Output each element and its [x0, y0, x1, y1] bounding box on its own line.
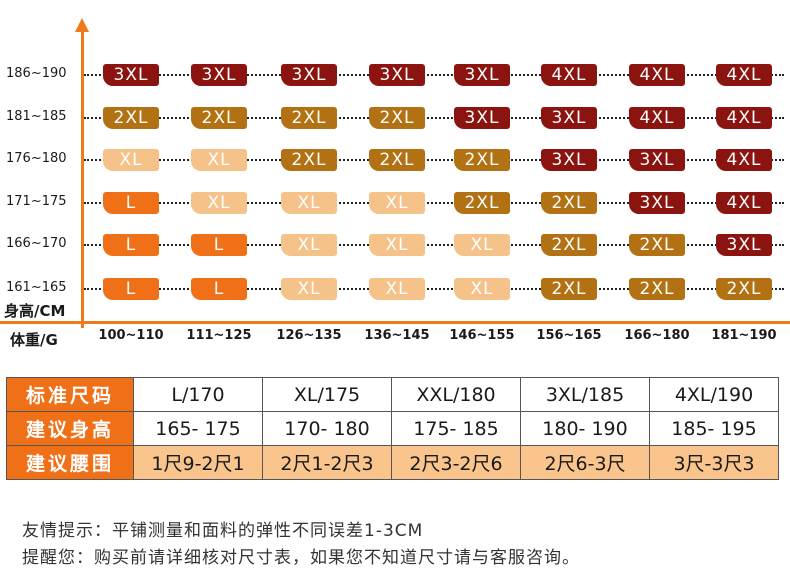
suggested-waist-row: 建议腰围 1尺9-2尺1 2尺1-2尺3 2尺3-2尺6 2尺6-3尺 3尺-3尺3 — [6, 445, 779, 480]
size-tag: XL — [369, 192, 425, 214]
table-cell: XL/175 — [262, 377, 392, 412]
size-tag: XL — [281, 192, 337, 214]
table-cell: 175- 185 — [391, 411, 521, 446]
note-reminder: 提醒您：购买前请详细核对尺寸表，如果您不知道尺寸请与客服咨询。 — [22, 548, 580, 568]
height-range-label: 171~175 — [6, 194, 67, 209]
size-tag: XL — [281, 234, 337, 256]
size-tag: 3XL — [629, 192, 685, 214]
size-tag: 2XL — [281, 107, 337, 129]
table-cell: 3尺-3尺3 — [649, 445, 779, 480]
size-tag: XL — [369, 234, 425, 256]
grid-row-guide — [84, 74, 784, 76]
standard-size-row: 标准尺码 L/170 XL/175 XXL/180 3XL/185 4XL/190 — [6, 377, 779, 412]
size-tag: XL — [369, 278, 425, 300]
grid-row-guide — [84, 117, 784, 119]
table-cell: L/170 — [133, 377, 263, 412]
size-tag: 4XL — [716, 192, 772, 214]
size-tag: 3XL — [281, 64, 337, 86]
table-cell: 2尺6-3尺 — [520, 445, 650, 480]
table-cell: 170- 180 — [262, 411, 392, 446]
size-tag: XL — [191, 149, 247, 171]
size-tag: XL — [454, 234, 510, 256]
size-tag: 2XL — [281, 149, 337, 171]
row-header: 标准尺码 — [6, 377, 134, 412]
size-tag: 4XL — [716, 64, 772, 86]
size-tag: XL — [103, 149, 159, 171]
size-tag: 3XL — [716, 234, 772, 256]
size-tag: 3XL — [454, 64, 510, 86]
size-tag: 2XL — [541, 234, 597, 256]
table-cell: 4XL/190 — [649, 377, 779, 412]
suggested-height-row: 建议身高 165- 175 170- 180 175- 185 180- 190 185-… — [6, 411, 779, 446]
row-header: 建议腰围 — [6, 445, 134, 480]
weight-range-label: 156~165 — [536, 328, 602, 343]
size-tag: L — [103, 234, 159, 256]
size-tag: 2XL — [629, 234, 685, 256]
size-tag: L — [191, 234, 247, 256]
size-tag: 3XL — [191, 64, 247, 86]
height-range-label: 161~165 — [6, 280, 67, 295]
size-tag: 2XL — [541, 278, 597, 300]
size-table: 标准尺码 L/170 XL/175 XXL/180 3XL/185 4XL/190 建议身高… — [6, 377, 779, 480]
size-tag: L — [103, 192, 159, 214]
size-tag: 2XL — [629, 278, 685, 300]
size-tag: XL — [454, 278, 510, 300]
height-range-label: 176~180 — [6, 151, 67, 166]
table-cell: XXL/180 — [391, 377, 521, 412]
y-axis-title: 身高/CM — [4, 302, 66, 320]
weight-range-label: 146~155 — [449, 328, 515, 343]
size-tag: 3XL — [454, 107, 510, 129]
size-tag: 2XL — [369, 107, 425, 129]
grid-row-guide — [84, 159, 784, 161]
height-range-label: 186~190 — [6, 66, 67, 81]
table-cell: 2尺1-2尺3 — [262, 445, 392, 480]
grid-row-guide — [84, 202, 784, 204]
size-tag: 4XL — [629, 107, 685, 129]
size-tag: 3XL — [541, 107, 597, 129]
weight-range-label: 126~135 — [276, 328, 342, 343]
size-tag: 2XL — [541, 192, 597, 214]
table-cell: 3XL/185 — [520, 377, 650, 412]
x-axis-title: 体重/G — [10, 331, 58, 349]
height-range-label: 181~185 — [6, 109, 67, 124]
size-tag: 4XL — [716, 107, 772, 129]
size-tag: 2XL — [103, 107, 159, 129]
weight-range-label: 111~125 — [186, 328, 252, 343]
weight-range-label: 166~180 — [624, 328, 690, 343]
weight-range-label: 100~110 — [98, 328, 164, 343]
size-tag: 3XL — [629, 149, 685, 171]
size-tag: 4XL — [716, 149, 772, 171]
table-cell: 165- 175 — [133, 411, 263, 446]
size-tag: 3XL — [369, 64, 425, 86]
note-tip: 友情提示：平铺测量和面料的弹性不同误差1-3CM — [22, 521, 424, 541]
y-axis — [81, 30, 84, 328]
row-header: 建议身高 — [6, 411, 134, 446]
size-tag: XL — [191, 192, 247, 214]
size-tag: 2XL — [716, 278, 772, 300]
table-cell: 180- 190 — [520, 411, 650, 446]
table-cell: 185- 195 — [649, 411, 779, 446]
size-tag: 3XL — [103, 64, 159, 86]
size-tag: XL — [281, 278, 337, 300]
size-tag: L — [191, 278, 247, 300]
size-tag: 2XL — [191, 107, 247, 129]
size-tag: 2XL — [454, 149, 510, 171]
grid-row-guide — [84, 244, 784, 246]
size-tag: 4XL — [541, 64, 597, 86]
size-tag: 2XL — [454, 192, 510, 214]
weight-range-label: 136~145 — [364, 328, 430, 343]
size-chart: 身高/CM 体重/G 186~190 181~185 176~180 171~175 1… — [0, 18, 790, 349]
x-axis — [0, 321, 790, 324]
size-tag: 3XL — [541, 149, 597, 171]
grid-row-guide — [84, 288, 784, 290]
table-cell: 2尺3-2尺6 — [391, 445, 521, 480]
height-range-label: 166~170 — [6, 236, 67, 251]
size-tag: 2XL — [369, 149, 425, 171]
table-cell: 1尺9-2尺1 — [133, 445, 263, 480]
weight-range-label: 181~190 — [711, 328, 777, 343]
size-tag: 4XL — [629, 64, 685, 86]
y-axis-arrow — [75, 18, 89, 32]
size-tag: L — [103, 278, 159, 300]
